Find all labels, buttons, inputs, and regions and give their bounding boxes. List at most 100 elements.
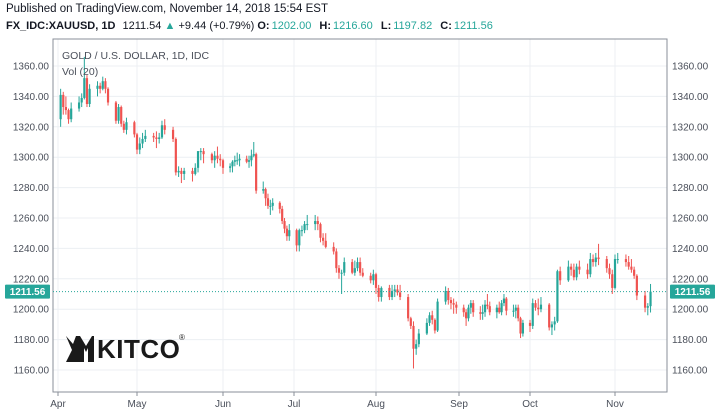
candle-body <box>472 303 475 313</box>
candle-body <box>216 155 219 159</box>
candle-body <box>122 123 125 130</box>
candle-body <box>120 107 123 124</box>
kitco-wordmark: KITCO <box>97 334 180 364</box>
candle-body <box>183 170 186 174</box>
candle-body <box>359 262 362 273</box>
y-tick-label: 1300.00 <box>672 153 709 164</box>
candle-body <box>589 259 592 275</box>
candle-body <box>608 268 611 275</box>
candle-body <box>101 81 104 89</box>
candle-body <box>556 271 559 322</box>
y-tick-label: 1220.00 <box>13 274 50 285</box>
low-label: L: <box>380 20 392 32</box>
candle-body <box>635 275 638 296</box>
high-label: H: <box>319 20 332 32</box>
candle-body <box>488 306 491 313</box>
y-tick-label: 1200.00 <box>13 305 50 316</box>
y-tick-label: 1220.00 <box>672 274 709 285</box>
registered-mark: ® <box>179 333 185 342</box>
candle-body <box>250 155 253 161</box>
candle-body <box>221 160 225 168</box>
candle-body <box>398 292 402 298</box>
price-change: +9.44 (+0.79%) <box>178 20 255 32</box>
candle-body <box>337 268 341 273</box>
candle-body <box>390 290 394 298</box>
volume-label: Vol (20) <box>62 66 98 78</box>
candle-body <box>245 158 248 162</box>
x-tick-label: Apr <box>50 399 66 410</box>
candle-body <box>64 107 67 111</box>
candle-body <box>393 289 396 291</box>
candle-body <box>616 259 619 261</box>
candle-body <box>528 322 532 326</box>
candle-body <box>88 88 91 104</box>
candle-body <box>486 304 489 307</box>
candle-body <box>125 122 128 130</box>
y-tick-label: 1260.00 <box>672 214 709 225</box>
candle-body <box>213 155 216 161</box>
candle-body <box>374 274 378 288</box>
price-badge-right: 1211.56 <box>670 284 715 299</box>
candle-body <box>174 138 177 173</box>
candle-body <box>417 333 420 345</box>
candle-body <box>141 138 144 144</box>
candle-body <box>611 274 614 288</box>
candle-body <box>324 240 327 247</box>
candle-body <box>231 161 234 167</box>
candle-body <box>59 94 62 120</box>
candle-body <box>465 312 468 319</box>
candle-body <box>449 300 453 304</box>
candle-body <box>117 107 120 121</box>
candle-body <box>495 307 498 313</box>
candle-body <box>467 307 470 319</box>
y-tick-label: 1180.00 <box>672 335 708 346</box>
candle-body <box>531 303 534 326</box>
y-tick-label: 1160.00 <box>14 366 50 377</box>
candle-body <box>295 230 298 246</box>
candle-body <box>281 208 284 222</box>
candle-body <box>452 303 455 305</box>
candle-body <box>550 324 554 328</box>
candle-body <box>144 135 147 139</box>
candle-body <box>646 306 649 308</box>
candle-body <box>316 221 319 225</box>
candle-body <box>269 205 272 207</box>
candle-body <box>314 221 317 225</box>
candle-body <box>572 269 575 278</box>
candle-body <box>500 303 503 313</box>
candle-body <box>298 230 301 246</box>
candle-body <box>396 289 399 293</box>
candle-body <box>578 266 581 270</box>
candle-body <box>425 322 428 334</box>
candle-body <box>77 102 81 109</box>
y-tick-label: 1360.00 <box>672 62 709 73</box>
candle-body <box>575 266 578 278</box>
open-value: 1202.00 <box>271 20 312 32</box>
candle-body <box>278 202 281 209</box>
price-badge-label: 1211.56 <box>10 287 46 298</box>
x-axis: Apr May Jun Jul Aug Sep Oct Nov <box>50 392 624 410</box>
candle-body <box>356 262 359 269</box>
candle-body <box>236 160 239 162</box>
close-label: C: <box>440 20 452 32</box>
price-badge-bg <box>670 284 715 299</box>
candle-body <box>194 167 197 174</box>
candle-body <box>155 137 158 139</box>
candle-body <box>321 237 325 241</box>
y-tick-label: 1280.00 <box>13 183 50 194</box>
candle-body <box>99 85 102 89</box>
candle-body <box>219 158 222 161</box>
candle-body <box>624 259 628 263</box>
y-axis-right: 1160.00 1180.00 1200.00 1220.00 1240.00 1260.… <box>672 62 709 377</box>
candle-body <box>114 102 118 121</box>
y-tick-label: 1240.00 <box>672 244 709 255</box>
candle-body <box>285 228 288 237</box>
candle-body <box>479 312 482 314</box>
price-badge-label: 1211.56 <box>675 287 711 298</box>
candle-body <box>104 81 107 89</box>
candle-body <box>171 129 175 139</box>
candle-body <box>630 266 633 270</box>
kitco-mark-icon <box>66 336 94 362</box>
candle-body <box>300 230 304 232</box>
